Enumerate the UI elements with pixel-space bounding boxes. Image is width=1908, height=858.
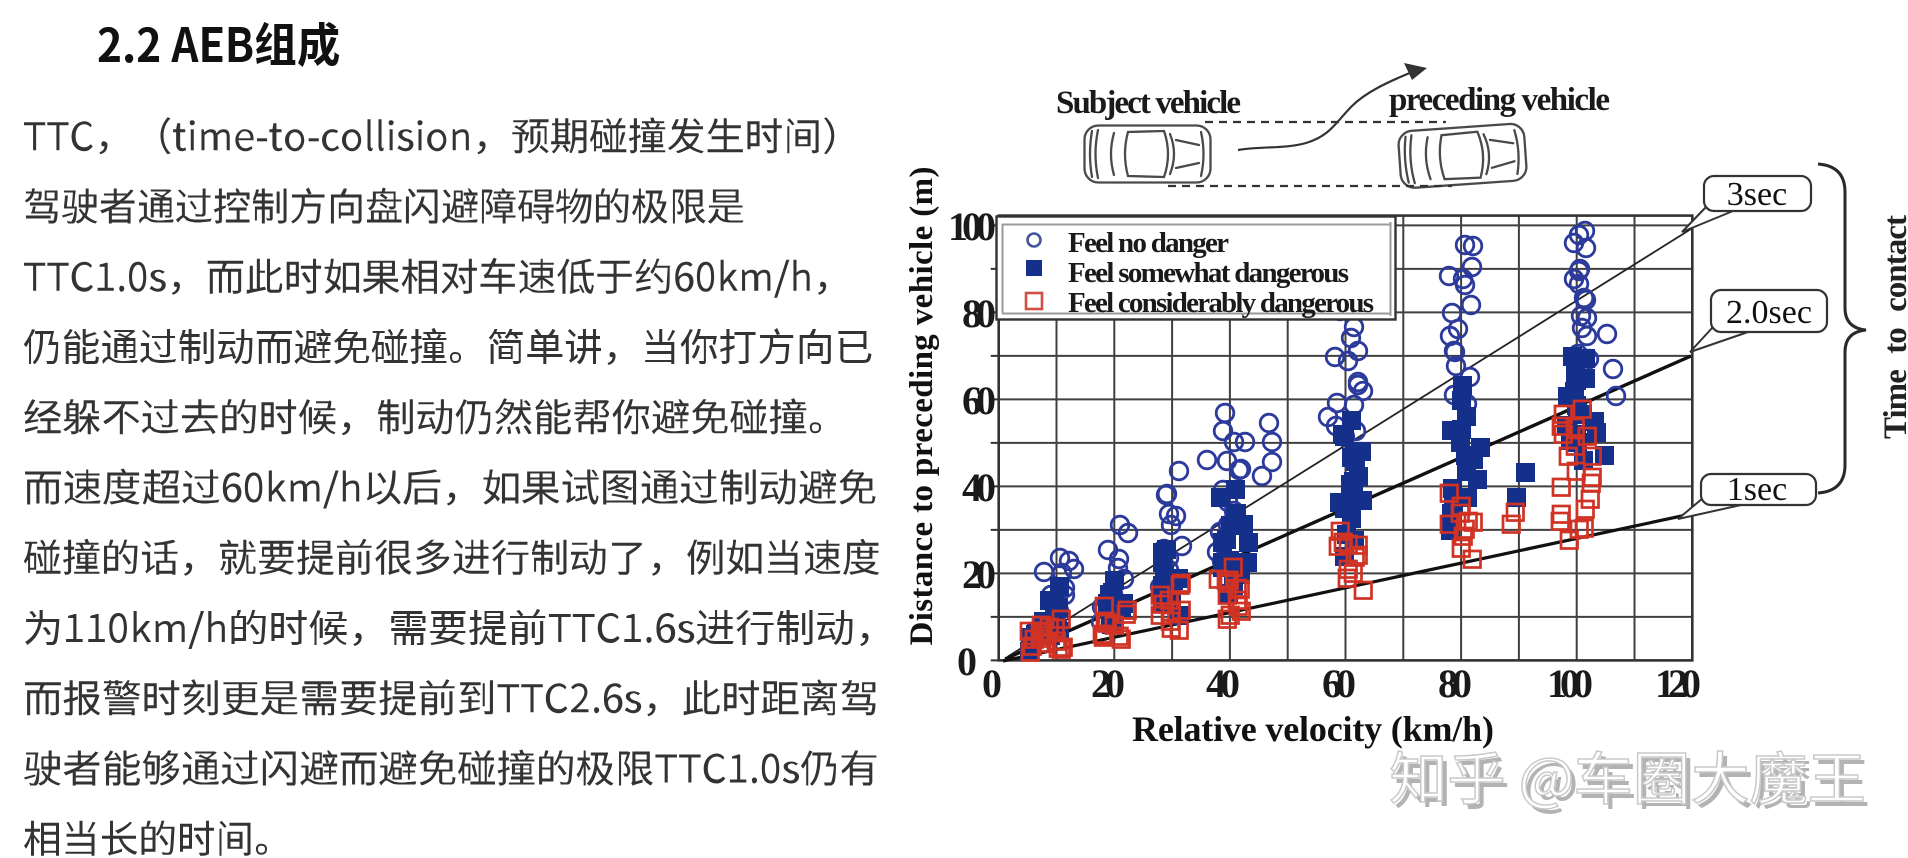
svg-text:100: 100 (948, 204, 996, 249)
svg-text:Distance to preceding vehicle: Distance to preceding vehicle (m) (904, 167, 940, 646)
svg-text:120: 120 (1655, 661, 1701, 706)
svg-text:60: 60 (1322, 661, 1356, 706)
svg-text:3sec: 3sec (1727, 176, 1787, 213)
svg-text:0: 0 (982, 661, 1002, 706)
svg-text:Relative velocity (km/h): Relative velocity (km/h) (1132, 709, 1494, 749)
svg-text:2.0sec: 2.0sec (1726, 294, 1812, 331)
svg-text:preceding vehicle: preceding vehicle (1389, 82, 1610, 118)
svg-text:1sec: 1sec (1727, 471, 1787, 508)
svg-text:80: 80 (1438, 661, 1472, 706)
svg-text:20: 20 (962, 552, 996, 597)
svg-text:Time to contact: Time to contact (1878, 215, 1908, 439)
svg-text:0: 0 (957, 639, 977, 684)
svg-text:Feel no danger: Feel no danger (1068, 227, 1229, 259)
svg-text:80: 80 (962, 291, 996, 336)
svg-text:40: 40 (1206, 661, 1240, 706)
svg-text:Subject vehicle: Subject vehicle (1056, 85, 1241, 121)
svg-text:60: 60 (962, 378, 996, 423)
svg-text:Feel somewhat dangerous: Feel somewhat dangerous (1068, 257, 1349, 289)
svg-text:Feel considerably dangerous: Feel considerably dangerous (1068, 287, 1374, 319)
svg-text:100: 100 (1547, 661, 1593, 706)
svg-text:40: 40 (962, 465, 996, 510)
svg-text:20: 20 (1091, 661, 1125, 706)
